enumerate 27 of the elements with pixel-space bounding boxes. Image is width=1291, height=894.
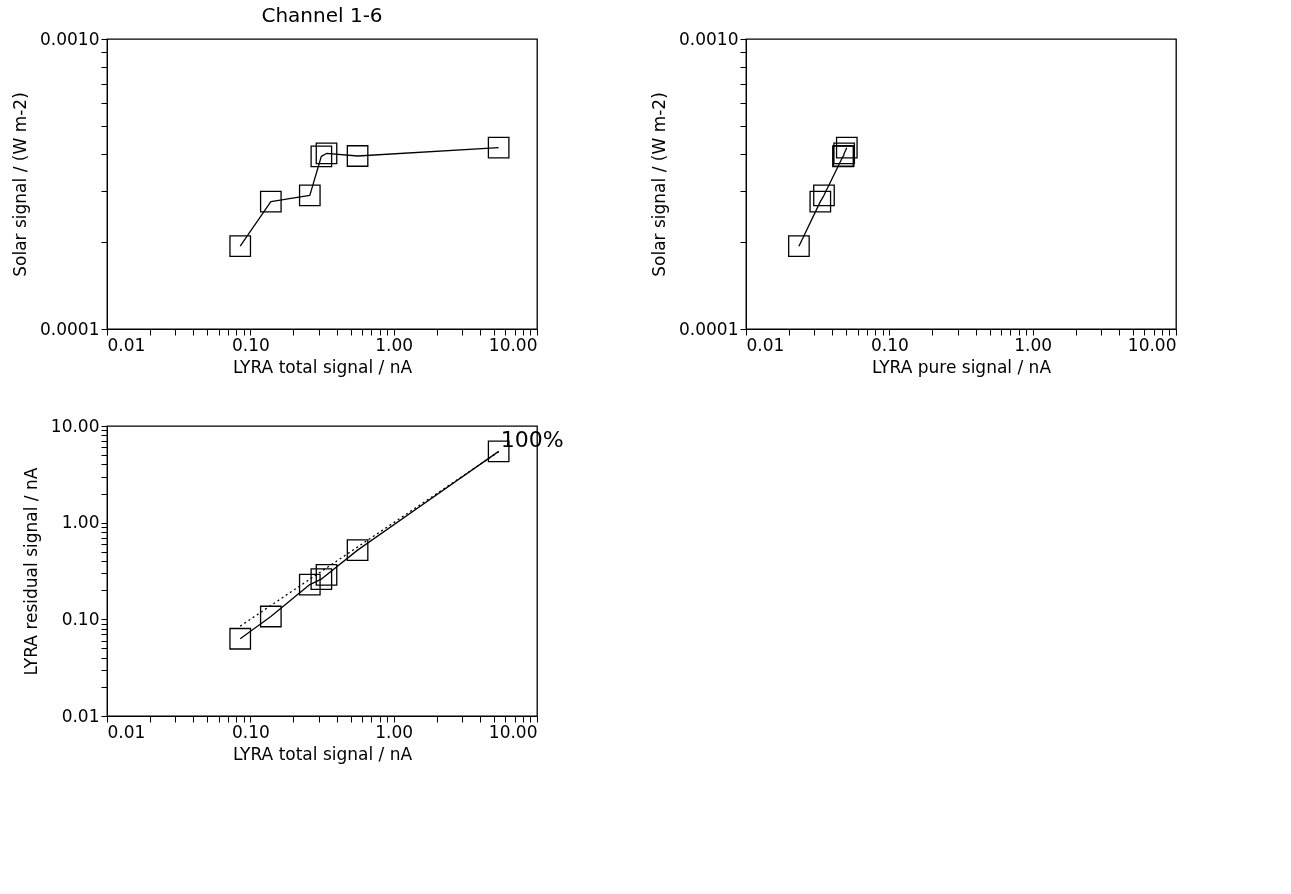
x-tick-label: 0.10: [231, 334, 270, 355]
y-tick-label: 0.0001: [40, 318, 100, 339]
x-tick-label: 0.10: [231, 721, 270, 742]
y-axis-title: Solar signal / (W m-2): [649, 92, 670, 277]
y-tick-label: 0.0001: [679, 318, 739, 339]
x-axis-title: LYRA pure signal / nA: [871, 356, 1052, 377]
y-tick-label: 0.0010: [679, 28, 739, 49]
x-tick-label: 0.01: [746, 334, 785, 355]
x-tick-label: 0.01: [107, 721, 146, 742]
y-tick-label: 10.00: [50, 415, 100, 436]
chart-title: Channel 1-6: [261, 3, 383, 27]
y-tick-label: 1.00: [61, 512, 100, 533]
x-tick-label: 1.00: [375, 721, 414, 742]
y-tick-label: 0.10: [61, 608, 100, 629]
y-axis-title: Solar signal / (W m-2): [10, 92, 31, 277]
x-axis-title: LYRA total signal / nA: [232, 743, 413, 764]
x-tick-label: 0.01: [107, 334, 146, 355]
x-axis-title: LYRA total signal / nA: [232, 356, 413, 377]
y-tick-label: 0.0010: [40, 28, 100, 49]
x-tick-label: 10.00: [488, 721, 538, 742]
x-tick-label: 0.10: [870, 334, 909, 355]
x-tick-label: 1.00: [375, 334, 414, 355]
y-axis-title: LYRA residual signal / nA: [20, 467, 41, 676]
y-tick-label: 0.01: [61, 705, 100, 726]
x-tick-label: 1.00: [1014, 334, 1053, 355]
x-tick-label: 10.00: [1127, 334, 1177, 355]
x-tick-label: 10.00: [488, 334, 538, 355]
